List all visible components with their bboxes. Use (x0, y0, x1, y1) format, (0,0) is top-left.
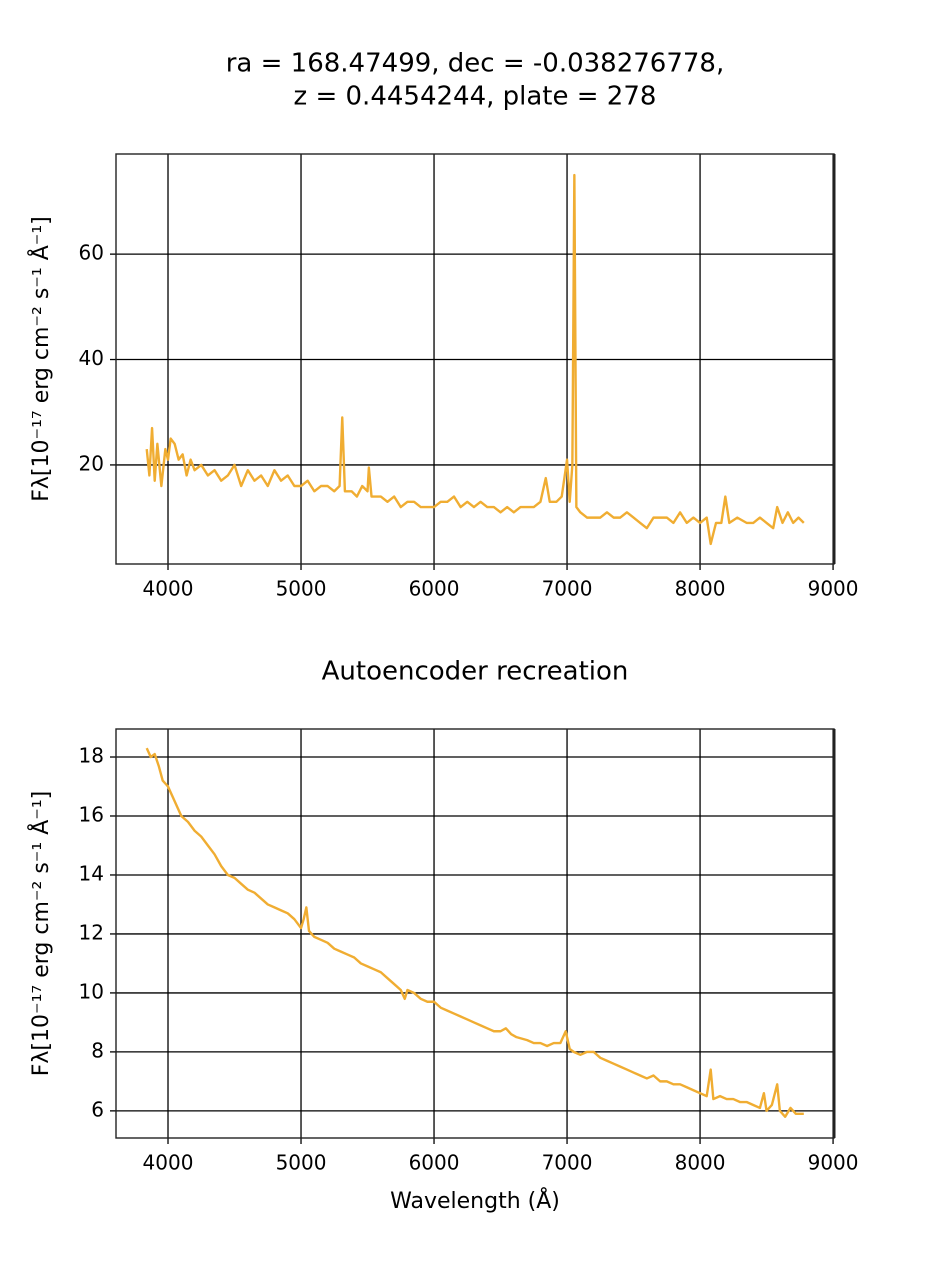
chart-title: Autoencoder recreation (322, 657, 629, 687)
x-tick-label: 5000 (276, 1151, 327, 1175)
x-tick-label: 6000 (409, 1151, 460, 1175)
x-tick-label: 7000 (542, 1151, 593, 1175)
x-tick-label: 8000 (675, 1151, 726, 1175)
chart-title: z = 0.4454244, plate = 278 (294, 82, 657, 112)
y-axis-label: Fλ[10⁻¹⁷ erg cm⁻² s⁻¹ Å⁻¹] (27, 216, 54, 502)
chart-title: ra = 168.47499, dec = -0.038276778, (226, 49, 725, 79)
x-tick-label: 8000 (675, 577, 726, 601)
x-tick-label: 9000 (808, 577, 859, 601)
spectrum-line (145, 747, 804, 1118)
y-tick-label: 8 (91, 1038, 104, 1062)
y-tick-label: 60 (79, 241, 104, 265)
x-tick-label: 5000 (276, 577, 327, 601)
y-tick-label: 20 (79, 451, 104, 475)
x-axis-label: Wavelength (Å) (390, 1187, 560, 1214)
x-tick-label: 4000 (143, 577, 194, 601)
x-tick-label: 7000 (542, 577, 593, 601)
y-tick-label: 40 (79, 346, 104, 370)
y-tick-label: 16 (79, 802, 104, 826)
spectrum-line (145, 173, 805, 546)
y-tick-label: 18 (79, 744, 104, 768)
x-tick-label: 4000 (143, 1151, 194, 1175)
y-tick-label: 10 (79, 979, 104, 1003)
y-tick-label: 12 (79, 920, 104, 944)
y-tick-label: 14 (79, 861, 104, 885)
x-tick-label: 9000 (808, 1151, 859, 1175)
x-tick-label: 6000 (409, 577, 460, 601)
y-tick-label: 6 (91, 1097, 104, 1121)
y-axis-label: Fλ[10⁻¹⁷ erg cm⁻² s⁻¹ Å⁻¹] (27, 791, 54, 1077)
